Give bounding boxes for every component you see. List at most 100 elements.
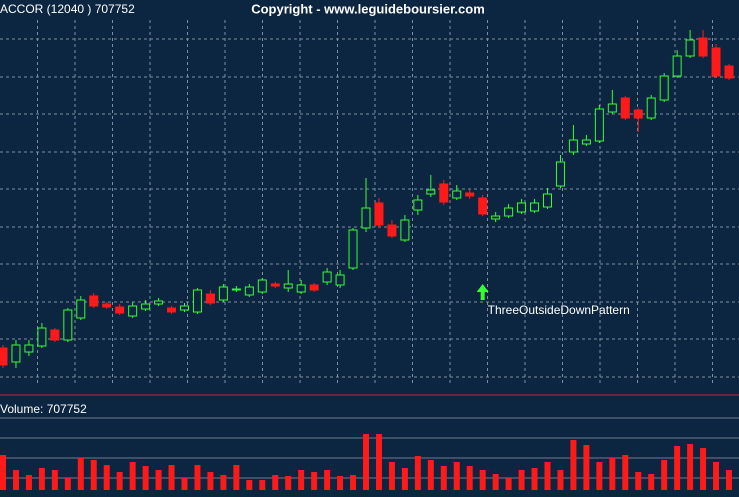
candle-body [309,284,319,291]
candle-body [218,286,228,301]
candle-body [0,347,8,366]
vertical-grid [37,20,713,385]
volume-bar [388,462,395,490]
candle-body [555,161,565,187]
volume-bar [90,460,97,490]
volume-bar [0,455,6,490]
candle-body [724,65,734,79]
volume-bar [674,446,681,490]
candle-body [387,224,397,237]
volume-bar [155,470,162,490]
volume-bar [51,470,58,490]
volume-bar [12,470,19,490]
candle-body [154,300,164,305]
volume-bar [518,470,525,490]
candle-body [452,190,462,199]
volume-bar [492,474,499,490]
volume-bar [129,462,136,490]
candle-body [24,344,34,353]
candle-body [361,207,371,229]
volume-bar [194,465,201,490]
candle-body [231,288,241,291]
candle-body [491,215,501,220]
candle-body [348,229,358,269]
candle-body [89,295,99,307]
volume-bar [440,466,447,490]
candle-body [335,274,345,286]
candle-body [296,284,306,293]
candle-body [607,103,617,113]
candle-body [205,293,215,304]
candle-body [504,207,514,217]
volume-bar [453,462,460,490]
volume-bar [700,448,707,490]
candle-body [180,305,189,311]
annotation: ThreeOutsideDownPattern [488,303,630,317]
candle-body [426,189,436,195]
candle-body [374,202,384,226]
volume-bar [337,476,344,490]
candle-body [478,197,488,215]
candle-body [568,139,578,153]
candle-body [672,55,682,77]
candle-body [37,327,47,347]
candle-body [465,192,475,197]
volume-bar [479,470,486,490]
volume-bar [25,475,32,490]
volume-bar [350,475,357,490]
volume-bar [583,445,590,490]
volume-bar [64,478,71,490]
candle-body [128,305,138,317]
candle-body [192,289,202,313]
volume-bar [557,470,564,490]
volume-bar [103,465,110,490]
candle-body [685,39,695,57]
candle-body [646,97,656,119]
volume-bar [726,470,732,490]
volume-bar [505,478,512,490]
copyright: Copyright - www.leguideboursier.com [251,1,485,16]
volume-bar [207,472,214,490]
candle-body [102,303,112,308]
volume-bar [311,472,318,490]
volume-bar [531,468,538,490]
candle-body [711,47,721,77]
candle-body [543,193,552,208]
volume-bar [544,462,551,490]
volume-bar [220,475,227,490]
candle-body [698,37,708,57]
candle-body [50,329,60,341]
volume-bar [246,480,253,490]
candle-body [517,202,527,213]
volume-bar [363,434,369,490]
volume-label: Volume: 707752 [0,402,87,416]
volume-bar [116,472,123,490]
candle-body [76,299,86,319]
signal-arrow [476,284,489,300]
candle-body [141,303,151,310]
candle-body [322,271,332,283]
volume-bar [401,468,408,490]
volume-bar [324,470,331,490]
volume-bar [570,440,577,490]
candle-body [581,139,591,145]
volume-bar [272,475,279,490]
volume-bar [142,466,149,490]
volume-bar [648,474,655,490]
candle-body [620,97,630,119]
candle-body [115,306,125,314]
volume-bar [427,460,434,490]
volume-bar [609,458,616,490]
candle-body [283,283,293,289]
volume-bar [466,466,473,490]
volume-bar [414,456,421,490]
volume-bar [635,472,642,490]
volume-bar [713,462,720,490]
volume-bar [168,465,175,490]
candle-body [594,108,604,142]
volume-bar [77,458,84,490]
candle-body [167,307,177,313]
volume-bar [687,444,694,490]
candle-body [659,75,669,101]
